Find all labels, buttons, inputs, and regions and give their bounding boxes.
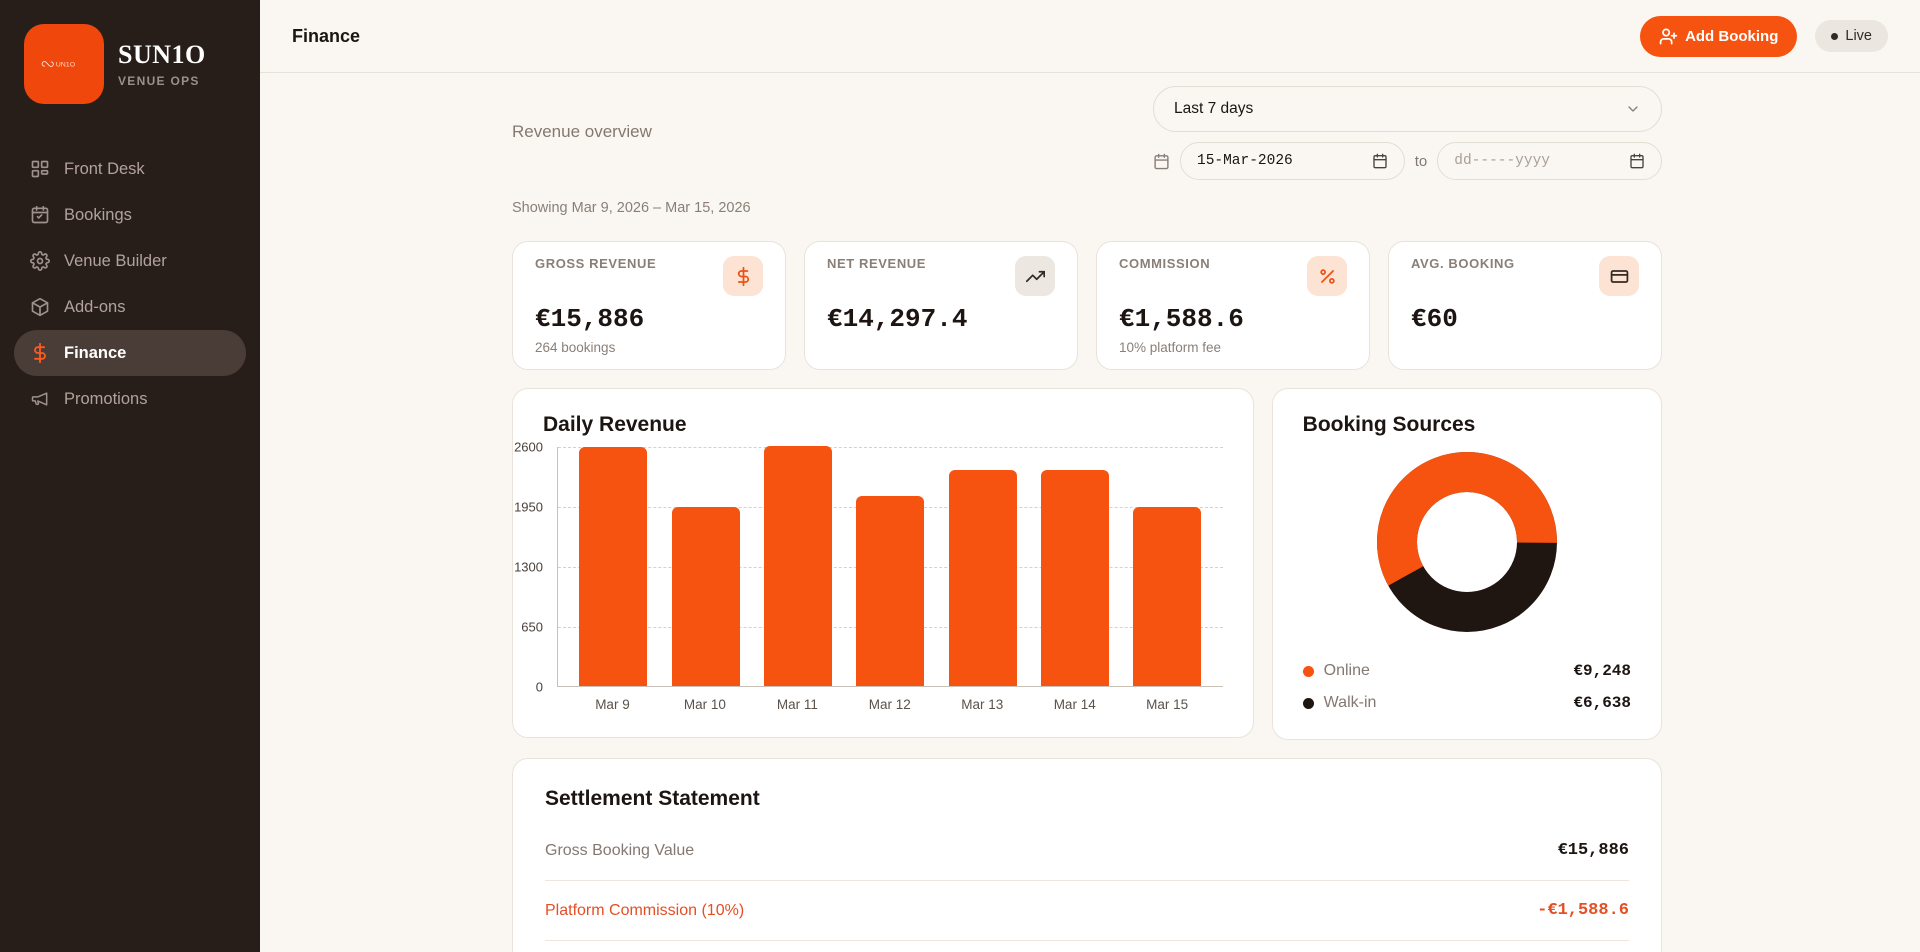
svg-text:UN1O: UN1O: [56, 61, 75, 68]
